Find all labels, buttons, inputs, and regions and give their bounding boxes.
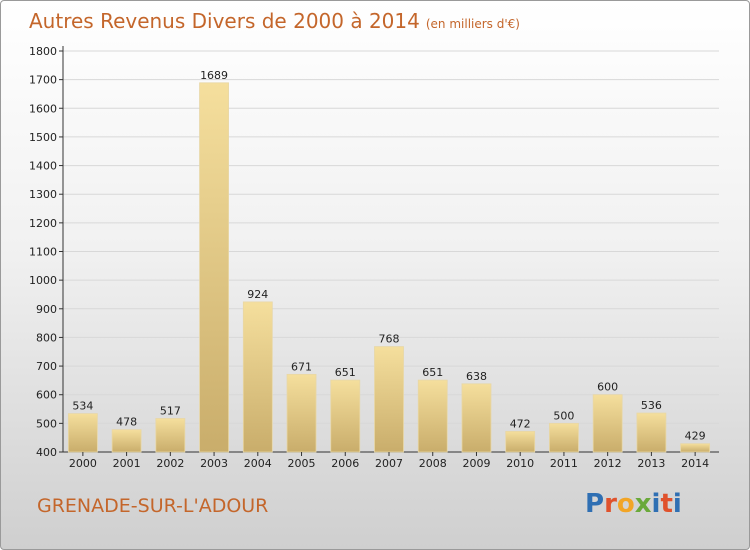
title-unit: (en milliers d'€): [425, 17, 520, 31]
bar: [636, 412, 667, 453]
data-label: 1689: [200, 69, 228, 82]
x-tick-label: 2005: [288, 457, 316, 470]
x-tick-label: 2014: [681, 457, 709, 470]
data-label: 924: [247, 288, 268, 301]
x-tick-label: 2010: [506, 457, 534, 470]
chart-title: Autres Revenus Divers de 2000 à 2014 (en …: [29, 9, 520, 33]
logo-letter: t: [660, 489, 673, 519]
bar: [417, 379, 448, 453]
data-label: 768: [379, 333, 400, 346]
logo-letter: o: [616, 489, 635, 519]
y-tick-label: 1100: [29, 246, 57, 259]
bar: [242, 301, 273, 453]
bar: [330, 379, 361, 453]
x-tick-label: 2008: [419, 457, 447, 470]
y-tick-label: 1700: [29, 74, 57, 87]
x-tick-label: 2000: [69, 457, 97, 470]
bar: [461, 383, 492, 453]
bar: [680, 443, 711, 453]
logo-letter: i: [672, 489, 682, 519]
x-tick-label: 2003: [200, 457, 228, 470]
bar: [592, 394, 623, 453]
logo-letter: x: [634, 489, 652, 519]
y-tick-label: 1400: [29, 160, 57, 173]
x-tick-label: 2011: [550, 457, 578, 470]
data-label: 671: [291, 360, 312, 373]
y-tick-label: 1200: [29, 217, 57, 230]
x-tick-label: 2004: [244, 457, 272, 470]
bar: [111, 429, 142, 453]
data-label: 472: [510, 417, 531, 430]
bar: [505, 430, 536, 453]
y-tick-label: 1600: [29, 102, 57, 115]
data-label: 429: [685, 430, 706, 443]
y-tick-label: 1800: [29, 45, 57, 58]
data-label: 536: [641, 399, 662, 412]
y-tick-label: 400: [36, 446, 57, 459]
x-tick-label: 2007: [375, 457, 403, 470]
x-tick-label: 2013: [637, 457, 665, 470]
y-tick-label: 1000: [29, 274, 57, 287]
data-label: 500: [553, 409, 574, 422]
bar: [199, 82, 229, 453]
data-label: 651: [422, 366, 443, 379]
data-label: 478: [116, 416, 137, 429]
y-tick-label: 1300: [29, 188, 57, 201]
y-tick-label: 800: [36, 331, 57, 344]
x-tick-label: 2002: [156, 457, 184, 470]
location-label: GRENADE-SUR-L'ADOUR: [37, 495, 269, 517]
bar: [374, 346, 404, 453]
bar: [549, 422, 579, 453]
data-label: 651: [335, 366, 356, 379]
bar: [155, 418, 186, 453]
data-label: 517: [160, 404, 181, 417]
y-tick-label: 1500: [29, 131, 57, 144]
bar: [286, 373, 317, 453]
proxiti-logo: Proxiti: [585, 489, 682, 519]
y-tick-label: 500: [36, 417, 57, 430]
x-tick-label: 2012: [594, 457, 622, 470]
y-tick-label: 700: [36, 360, 57, 373]
x-tick-label: 2009: [462, 457, 490, 470]
y-tick-label: 900: [36, 303, 57, 316]
logo-letter: P: [585, 489, 605, 519]
y-tick-label: 600: [36, 389, 57, 402]
title-text: Autres Revenus Divers de 2000 à 2014: [29, 9, 420, 33]
data-label: 600: [597, 381, 618, 394]
x-tick-label: 2001: [113, 457, 141, 470]
data-label: 638: [466, 370, 487, 383]
bar: [67, 413, 98, 453]
data-label: 534: [72, 400, 93, 413]
x-tick-label: 2006: [331, 457, 359, 470]
logo-letter: r: [604, 489, 617, 519]
logo-letter: i: [651, 489, 661, 519]
